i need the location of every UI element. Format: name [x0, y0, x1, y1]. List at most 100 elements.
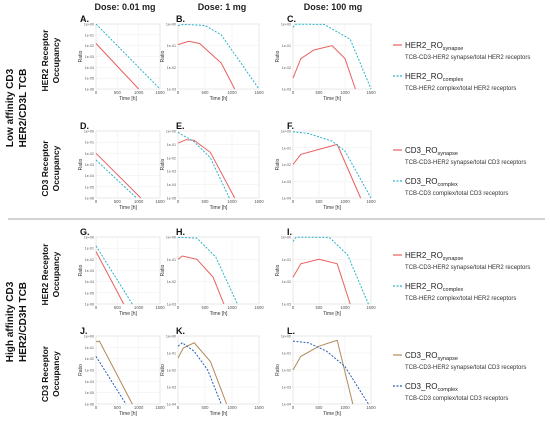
- x-tick-label: 1500: [254, 90, 264, 95]
- series-line-synapse: [292, 45, 356, 90]
- panel-letter: E.: [176, 121, 185, 131]
- y-tick-label: 1e+00: [166, 130, 176, 134]
- y-tick-label: 1e-01: [282, 44, 291, 48]
- dose-header: Dose: 100 mg: [304, 2, 363, 12]
- row-label: Occupancy: [51, 37, 61, 83]
- x-tick-label: 0: [95, 90, 98, 95]
- x-axis-label: Time [h]: [323, 311, 341, 317]
- x-axis-label: Time [h]: [119, 205, 137, 211]
- legend-label: HER2_ROcomplex: [405, 282, 464, 293]
- legend-label: HER2_ROcomplex: [405, 72, 464, 83]
- y-tick-label: 1e-02: [282, 280, 291, 284]
- series-line-synapse: [95, 340, 133, 405]
- x-tick-label: 1000: [340, 199, 350, 204]
- x-tick-label: 1000: [227, 405, 237, 410]
- x-tick-label: 1000: [134, 405, 144, 410]
- x-tick-label: 1500: [254, 199, 264, 204]
- panel-k: K.1e+00 1e-01 1e-02 1e-03 1e-040 500 1000 1500 T…: [160, 326, 264, 417]
- y-tick-label: 1e-05: [167, 197, 176, 201]
- x-tick-label: 0: [292, 199, 295, 204]
- x-tick-label: 0: [95, 199, 98, 204]
- legend: HER2_ROsynapse TCB-CD3-HER2 synapse/total…: [393, 41, 530, 92]
- series-line-complex: [292, 340, 369, 405]
- panel-c: C.1e+00 1e-01 1e-02 1e-030 500 1000 1500 Time […: [275, 14, 376, 102]
- x-tick-label: 1000: [340, 405, 350, 410]
- plot-area: [292, 236, 372, 305]
- legend-description: TCB-CD3 complex/total CD3 receptors: [405, 396, 508, 402]
- group-label: HER2/CD3H TCB: [18, 282, 29, 362]
- y-tick-label: 1e-02: [282, 369, 291, 373]
- y-tick-label: 1e-02: [282, 66, 291, 70]
- x-tick-label: 500: [114, 199, 122, 204]
- x-tick-label: 1000: [227, 90, 237, 95]
- panel-d: D.1e+00 1e-01 1e-02 1e-03 1e-04 1e-05 1e-060 50…: [78, 121, 165, 211]
- x-tick-label: 1000: [227, 199, 237, 204]
- legend-description: TCB-HER2 complex/total HER2 receptors: [405, 86, 516, 92]
- series-line-synapse: [177, 40, 236, 90]
- x-tick-label: 500: [316, 199, 324, 204]
- panel-letter: K.: [176, 326, 185, 336]
- panel-i: I.1e+00 1e-01 1e-02 1e-030 500 1000 1500 Time […: [275, 227, 376, 317]
- plot-area: [292, 23, 372, 90]
- y-tick-label: 1e+00: [281, 236, 291, 240]
- y-tick-label: 1e-04: [282, 403, 291, 407]
- legend-sub: complex: [437, 182, 458, 188]
- series-line-synapse: [95, 152, 142, 199]
- y-tick-label: 1e-01: [282, 258, 291, 262]
- x-tick-label: 500: [202, 405, 210, 410]
- y-tick-label: 1e+00: [281, 23, 291, 27]
- series-line-complex: [177, 23, 260, 90]
- series-line-complex: [292, 23, 372, 90]
- y-tick-label: 1e+00: [166, 236, 176, 240]
- legend-main: CD3_RO: [405, 146, 437, 155]
- legend-description: TCB-CD3-HER2 synapse/total HER2 receptor…: [405, 265, 530, 271]
- y-tick-label: 1e-05: [85, 185, 94, 189]
- plot-area: [177, 130, 260, 199]
- x-tick-label: 0: [95, 405, 98, 410]
- y-tick-label: 1e-02: [85, 258, 94, 262]
- legend-main: CD3_RO: [405, 382, 437, 391]
- legend-sub: synapse: [437, 356, 458, 362]
- y-tick-label: 1e-05: [85, 77, 94, 81]
- x-tick-label: 500: [202, 90, 210, 95]
- legend-label: CD3_ROsynapse: [405, 351, 458, 362]
- x-tick-label: 0: [177, 405, 180, 410]
- y-tick-label: 1e-02: [85, 152, 94, 156]
- legend-label: HER2_ROsynapse: [405, 41, 463, 52]
- y-axis-label: Ratio: [160, 158, 166, 170]
- x-tick-label: 500: [114, 305, 122, 310]
- y-tick-label: 1e-02: [282, 163, 291, 167]
- y-tick-label: 1e-06: [85, 403, 94, 407]
- panel-letter: L.: [287, 326, 295, 336]
- y-tick-label: 1e-04: [85, 174, 94, 178]
- y-axis-label: Ratio: [160, 264, 166, 276]
- legend-description: TCB-CD3-HER2 synapse/total HER2 receptor…: [405, 55, 530, 61]
- x-tick-label: 1500: [366, 199, 376, 204]
- row-label: CD3 Receptor: [40, 345, 50, 402]
- series-line-complex: [177, 342, 222, 405]
- legend-sub: synapse: [443, 46, 464, 52]
- x-axis-label: Time [h]: [323, 411, 341, 417]
- y-tick-label: 1e+00: [166, 335, 176, 339]
- panel-letter: D.: [80, 121, 89, 131]
- y-tick-label: 1e-02: [167, 66, 176, 70]
- x-tick-label: 0: [95, 305, 98, 310]
- series-line-synapse: [292, 339, 354, 405]
- series-line-complex: [95, 159, 137, 199]
- series-line-synapse: [95, 251, 125, 305]
- y-tick-label: 1e-06: [85, 303, 94, 307]
- dose-header: Dose: 1 mg: [198, 2, 247, 12]
- series-line-complex: [95, 23, 161, 90]
- panel-letter: H.: [176, 227, 185, 237]
- x-axis-label: Time [h]: [119, 411, 137, 417]
- y-axis-label: Ratio: [78, 264, 84, 276]
- series-line-complex: [95, 356, 127, 405]
- legend-sub: complex: [437, 387, 458, 393]
- y-tick-label: 1e+00: [281, 130, 291, 134]
- y-tick-label: 1e-03: [85, 269, 94, 273]
- y-tick-label: 1e-05: [85, 391, 94, 395]
- x-tick-label: 1500: [366, 90, 376, 95]
- legend-label: CD3_ROsynapse: [405, 146, 458, 157]
